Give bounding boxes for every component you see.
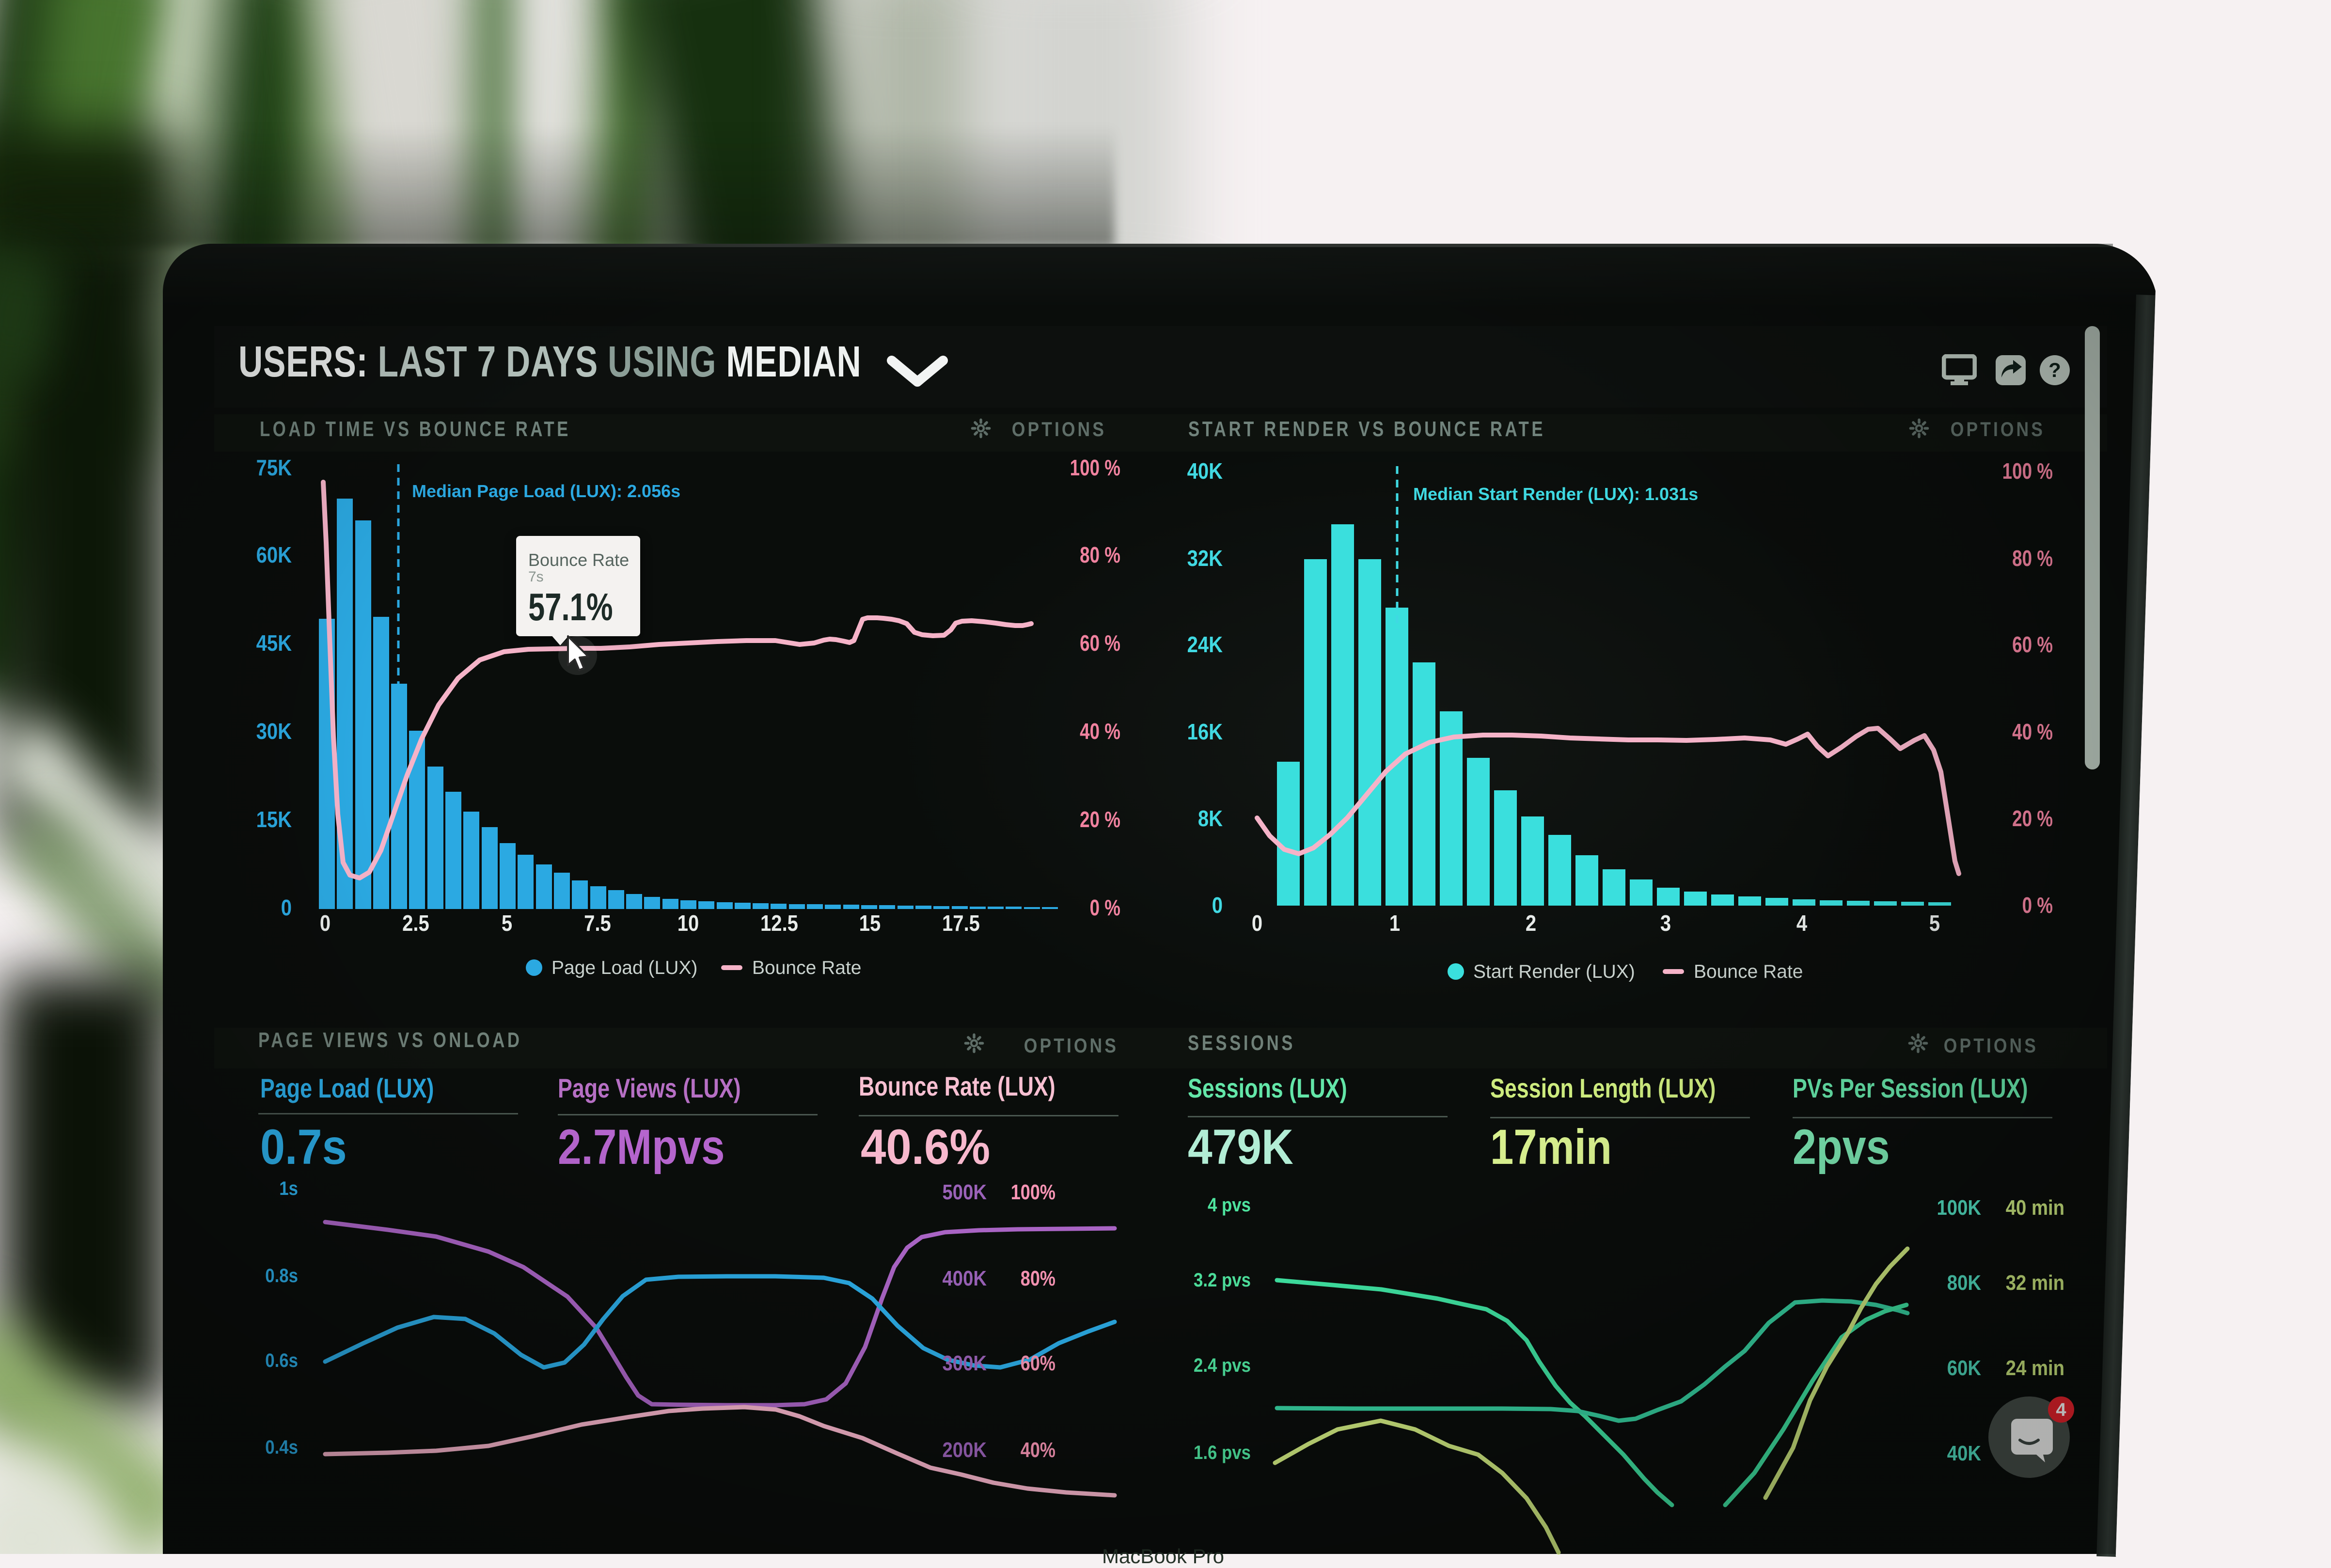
svg-text:?: ? (2048, 359, 2061, 381)
svg-text:4: 4 (2056, 1400, 2066, 1420)
